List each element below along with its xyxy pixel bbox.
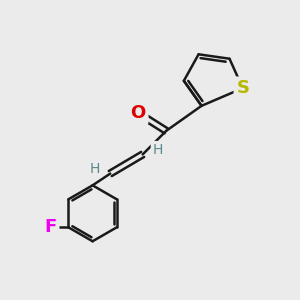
- Text: S: S: [236, 79, 249, 97]
- Text: O: O: [130, 104, 146, 122]
- Text: H: H: [153, 143, 163, 157]
- Text: F: F: [45, 218, 57, 236]
- Text: H: H: [90, 162, 100, 176]
